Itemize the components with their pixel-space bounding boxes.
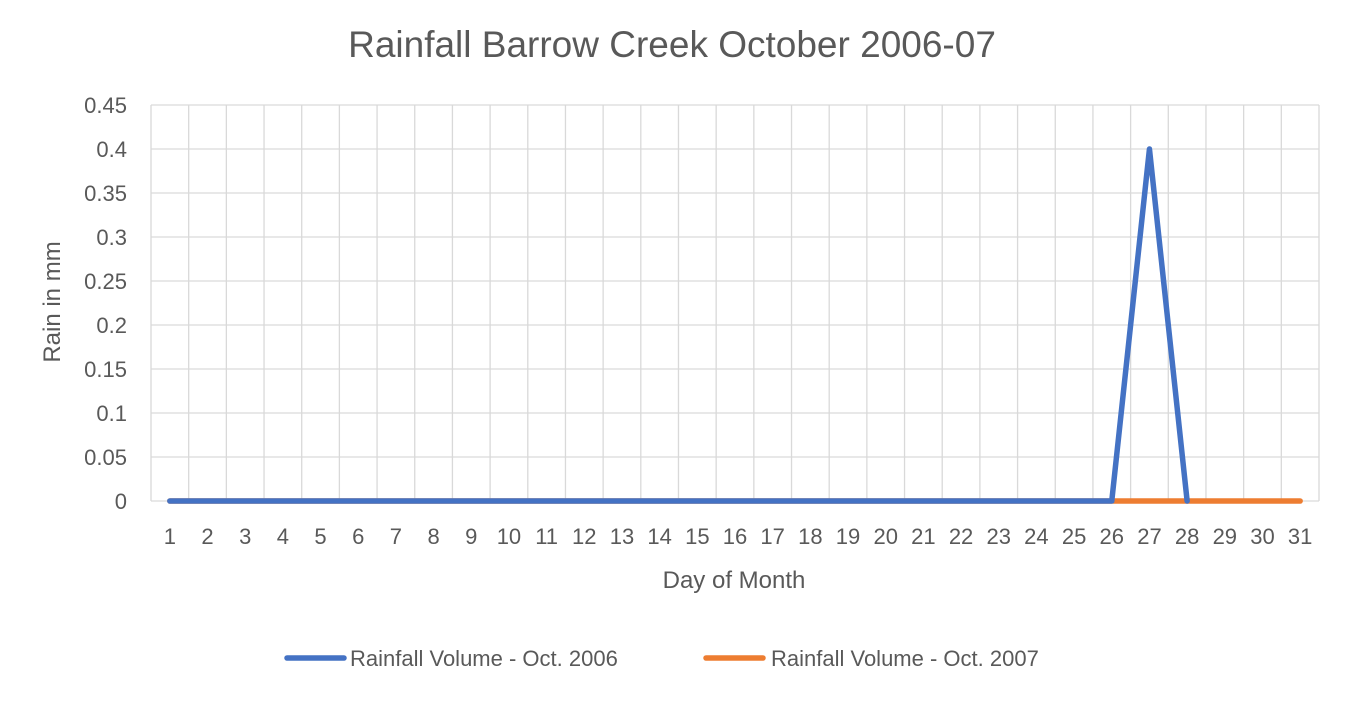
x-tick-label: 2	[201, 524, 213, 549]
x-tick-label: 20	[873, 524, 897, 549]
x-tick-label: 14	[647, 524, 671, 549]
x-tick-label: 12	[572, 524, 596, 549]
y-tick-label: 0.45	[84, 93, 127, 118]
x-tick-label: 19	[836, 524, 860, 549]
legend-label-1: Rainfall Volume - Oct. 2006	[350, 646, 618, 671]
y-tick-label: 0.2	[96, 313, 127, 338]
x-tick-label: 22	[949, 524, 973, 549]
x-tick-label: 8	[427, 524, 439, 549]
x-tick-label: 30	[1250, 524, 1274, 549]
y-tick-label: 0.15	[84, 357, 127, 382]
x-tick-label: 11	[535, 524, 558, 549]
legend-label-2: Rainfall Volume - Oct. 2007	[771, 646, 1039, 671]
y-tick-label: 0.3	[96, 225, 127, 250]
x-tick-label: 13	[610, 524, 634, 549]
y-tick-label: 0.25	[84, 269, 127, 294]
x-tick-label: 6	[352, 524, 364, 549]
series-lines	[167, 146, 1303, 504]
y-tick-label: 0.05	[84, 445, 127, 470]
x-tick-label: 23	[986, 524, 1010, 549]
x-tick-labels: 1 2 3 4 5 6 7 8 9 10 11 12 13 14 15 16 17 18 19 20 21 22 23 24 2…	[164, 524, 1313, 549]
x-tick-label: 24	[1024, 524, 1048, 549]
x-tick-label: 16	[723, 524, 747, 549]
y-axis-label: Rain in mm	[39, 241, 66, 362]
x-tick-label: 7	[390, 524, 402, 549]
x-tick-label: 9	[465, 524, 477, 549]
x-tick-label: 27	[1137, 524, 1161, 549]
x-tick-label: 5	[314, 524, 326, 549]
y-tick-label: 0	[115, 489, 127, 514]
x-tick-label: 28	[1175, 524, 1199, 549]
x-axis-label: Day of Month	[663, 567, 806, 594]
x-tick-label: 26	[1100, 524, 1124, 549]
x-tick-label: 18	[798, 524, 822, 549]
x-tick-label: 29	[1213, 524, 1237, 549]
series-line-1	[167, 146, 1190, 504]
grid	[150, 104, 1320, 502]
x-tick-label: 3	[239, 524, 251, 549]
x-tick-label: 31	[1288, 524, 1312, 549]
x-tick-label: 1	[164, 524, 176, 549]
y-tick-label: 0.35	[84, 181, 127, 206]
x-tick-label: 17	[760, 524, 784, 549]
x-tick-label: 10	[497, 524, 521, 549]
y-tick-labels: 0 0.05 0.1 0.15 0.2 0.25 0.3 0.35 0.4 0.45	[84, 93, 127, 514]
y-tick-label: 0.4	[96, 137, 127, 162]
x-tick-label: 15	[685, 524, 709, 549]
chart-title: Rainfall Barrow Creek October 2006-07	[348, 24, 996, 65]
x-tick-label: 4	[277, 524, 289, 549]
x-tick-label: 21	[911, 524, 935, 549]
x-tick-label: 25	[1062, 524, 1086, 549]
y-tick-label: 0.1	[96, 401, 127, 426]
legend: Rainfall Volume - Oct. 2006 Rainfall Volu…	[284, 646, 1039, 671]
